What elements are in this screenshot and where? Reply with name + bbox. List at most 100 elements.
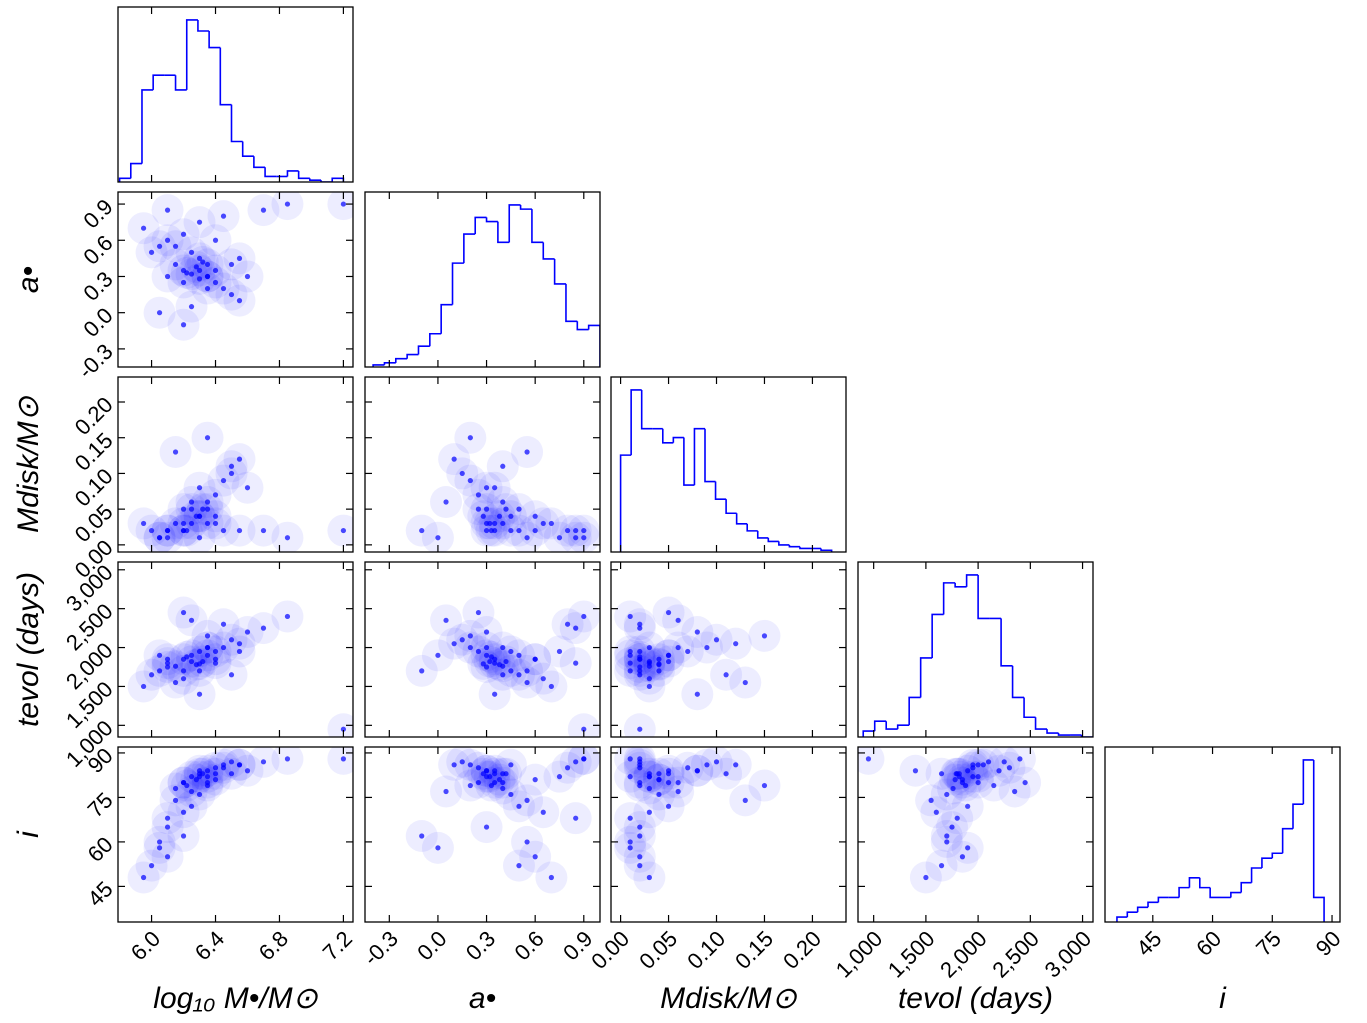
hist-bin xyxy=(862,730,875,737)
x-axis-label: log₁₀ M•/M⊙ xyxy=(153,982,318,1015)
sample-point xyxy=(284,201,291,207)
hist-bin xyxy=(1147,901,1159,908)
sample-point xyxy=(556,535,563,541)
density-blob xyxy=(327,192,353,221)
sample-point xyxy=(459,470,465,477)
sample-point xyxy=(665,779,672,786)
sample-point xyxy=(581,613,587,620)
sample-point xyxy=(443,617,449,623)
hist-bin xyxy=(264,167,277,178)
hist-bin xyxy=(1034,717,1048,730)
sample-point xyxy=(975,762,981,768)
panel xyxy=(619,389,833,552)
sample-point xyxy=(675,617,681,623)
panel-frame xyxy=(117,6,354,183)
hist-bin xyxy=(185,19,198,90)
hist-bin xyxy=(1312,759,1325,922)
sample-point xyxy=(1022,779,1028,786)
sample-point xyxy=(172,520,179,527)
sample-point xyxy=(180,322,187,328)
sample-point xyxy=(184,270,190,276)
sample-point xyxy=(188,658,195,665)
sample-point xyxy=(172,449,179,455)
hist-bin xyxy=(429,332,442,347)
sample-point xyxy=(172,261,179,268)
sample-point xyxy=(196,267,203,274)
hist-bin xyxy=(756,530,769,539)
hist-bin xyxy=(230,104,243,143)
sample-point xyxy=(164,815,171,821)
sample-point xyxy=(196,668,203,674)
sample-point xyxy=(236,298,243,304)
sample-point xyxy=(188,304,195,310)
sample-point xyxy=(172,663,179,669)
sample-point xyxy=(548,874,554,881)
sample-point xyxy=(483,506,490,512)
sample-point xyxy=(646,809,652,815)
sample-point xyxy=(228,470,235,477)
sample-point xyxy=(540,676,546,682)
x-axis-label: tevol (days) xyxy=(898,982,1053,1015)
y-tick-label: 0.0 xyxy=(78,303,117,342)
sample-point xyxy=(944,833,950,839)
sample-point xyxy=(488,782,495,789)
sample-point xyxy=(656,791,662,798)
panel xyxy=(862,574,1093,737)
sample-point xyxy=(164,207,171,213)
sample-point xyxy=(965,803,971,809)
sample-point xyxy=(938,863,945,869)
sample-point xyxy=(637,668,643,674)
sample-point xyxy=(156,668,163,674)
sample-point xyxy=(180,668,187,674)
hist-bin xyxy=(197,19,210,32)
sample-point xyxy=(172,679,179,686)
panel xyxy=(1116,759,1325,922)
sample-point xyxy=(723,771,729,777)
sample-point xyxy=(524,668,530,674)
x-tick-label: 0.6 xyxy=(510,926,549,965)
sample-point xyxy=(627,756,633,762)
y-tick-label: -0.3 xyxy=(73,339,117,383)
sample-point xyxy=(646,644,652,651)
sample-point xyxy=(548,683,554,690)
sample-point xyxy=(244,485,251,491)
hist-bin xyxy=(640,389,653,430)
y-tick-label: 0.10 xyxy=(70,463,118,511)
sample-point xyxy=(573,660,579,666)
panel-frame xyxy=(610,376,847,553)
panel-frame xyxy=(117,561,354,738)
hist-bin xyxy=(1281,827,1293,854)
sample-point xyxy=(965,768,971,774)
hist-bin xyxy=(661,428,674,444)
x-tick-label: 6.4 xyxy=(190,926,229,965)
panel-frame xyxy=(610,561,847,738)
sample-point xyxy=(627,648,633,655)
hist-bin xyxy=(977,574,990,620)
sample-point xyxy=(196,648,203,655)
sample-point xyxy=(532,527,538,534)
y-axis-label: tevol (days) xyxy=(12,572,45,727)
sample-point xyxy=(435,535,441,541)
x-tick-label: 7.2 xyxy=(318,926,357,965)
sample-point xyxy=(212,492,219,498)
hist-bin xyxy=(1126,911,1138,918)
hist-bin xyxy=(1240,881,1252,893)
y-tick-label: 60 xyxy=(83,832,118,867)
hist-bin xyxy=(942,582,956,615)
sample-point xyxy=(524,449,530,455)
sample-point xyxy=(204,652,211,658)
panel-frame xyxy=(364,376,601,553)
sample-point xyxy=(508,513,514,519)
sample-point xyxy=(985,759,992,765)
sample-point xyxy=(260,759,267,765)
sample-point xyxy=(148,672,155,678)
sample-point xyxy=(451,456,457,462)
sample-point xyxy=(188,617,195,623)
sample-point xyxy=(923,874,929,881)
hist-bin xyxy=(725,499,737,515)
sample-point xyxy=(516,506,522,512)
hist-bin xyxy=(1250,867,1262,883)
sample-point xyxy=(483,768,490,774)
sample-point xyxy=(467,633,473,639)
sample-point xyxy=(164,824,171,830)
